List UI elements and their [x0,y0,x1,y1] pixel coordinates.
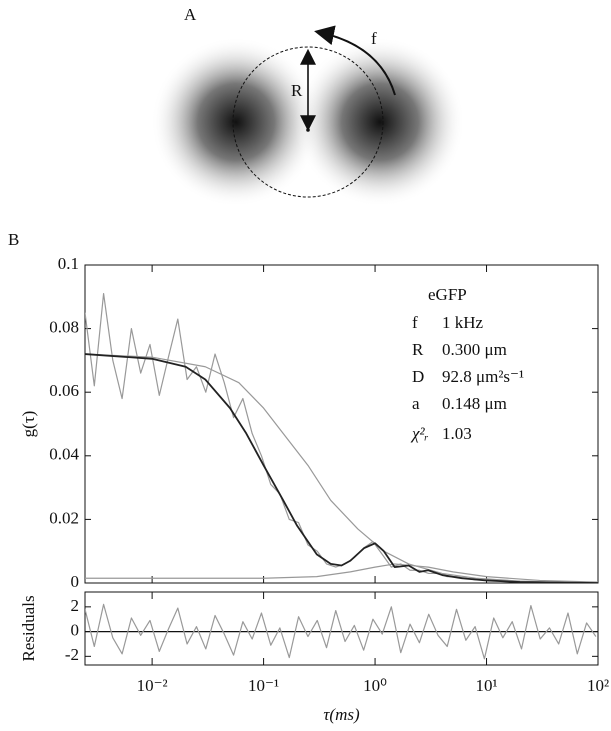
beam-spot [295,37,465,207]
data-line [85,603,597,660]
x-tick-label: 10¹ [475,676,497,695]
y-tick-label: 0.1 [58,254,79,273]
plot-frame [84,264,599,584]
annotation-value: 92.8 μm²s⁻¹ [442,367,524,386]
y-tick-label: 0.02 [49,508,79,527]
data-line [85,353,598,583]
annotations: eGFP f 1 kHz R 0.300 μm D 92.8 μm²s⁻¹ a 0.148 μ… [410,285,524,443]
y-tick-label: 0.08 [49,318,79,337]
y-tick-label: 0.04 [49,445,79,464]
y-tick-label: 0.06 [49,381,79,400]
y-axis-label: g(τ) [19,411,38,438]
data-line [85,293,596,583]
y-tick-label: 0 [71,620,80,639]
x-tick-label: 10⁻² [137,676,168,695]
y-tick-label: -2 [65,645,79,664]
rotation-arrow [314,25,396,96]
annotation-value: 1 kHz [442,313,484,332]
annotation-value: 0.148 μm [442,394,507,413]
panel-label: B [8,230,19,249]
data-line [85,353,598,583]
frequency-label: f [371,29,377,48]
annotation-value: 1.03 [442,424,472,443]
center-dot [306,128,310,132]
panel-label: A [184,5,197,24]
y-axis-label: Residuals [19,595,38,661]
annotation-title: eGFP [428,285,467,304]
annotation-symbol: χ²ᵣ [410,424,429,443]
x-axis-label: τ(ms) [323,705,360,724]
annotation-value: 0.300 μm [442,340,507,359]
x-tick-label: 10⁻¹ [248,676,279,695]
diagram: A R f [151,5,465,207]
plot-frame [84,591,599,666]
x-tick-label: 10⁰ [363,676,387,695]
x-tick-label: 10² [587,676,609,695]
annotation-symbol: a [412,394,420,413]
radius-label: R [291,81,303,100]
data-line [85,563,598,583]
annotation-symbol: R [412,340,424,359]
y-tick-label: 0 [71,572,80,591]
y-tick-label: 2 [71,596,80,615]
annotation-symbol: D [412,367,424,386]
beam-spot [151,37,321,207]
annotation-symbol: f [412,313,418,332]
scan-circle [232,46,384,198]
